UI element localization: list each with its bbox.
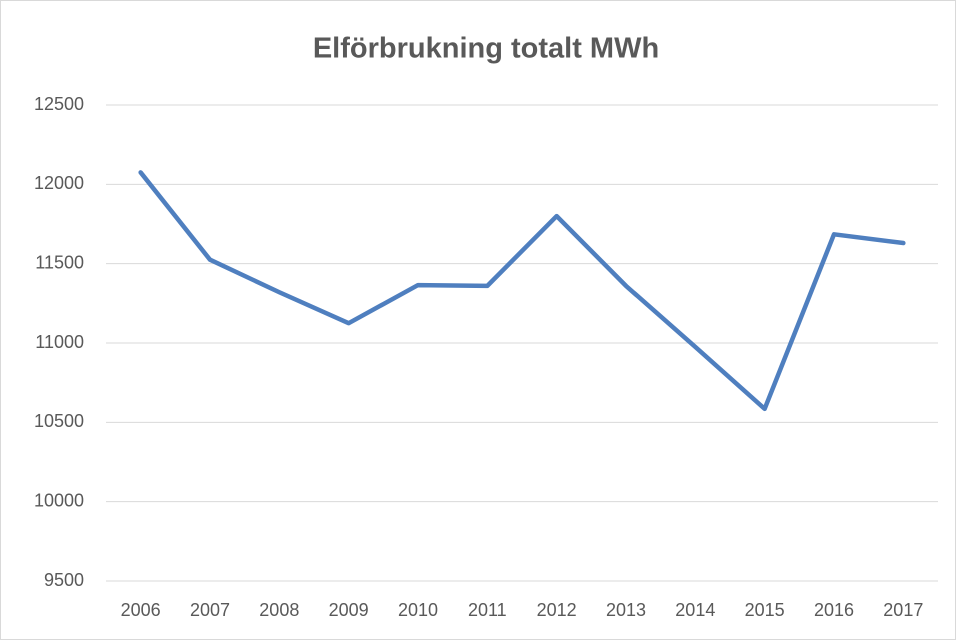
x-tick-label: 2006 xyxy=(121,600,161,620)
y-tick-label: 12500 xyxy=(34,94,84,114)
chart-title: Elförbrukning totalt MWh xyxy=(313,33,659,65)
data-line xyxy=(138,170,906,412)
x-tick-label: 2017 xyxy=(883,600,923,620)
x-tick-label: 2015 xyxy=(745,600,785,620)
y-tick-label: 11500 xyxy=(35,252,84,272)
x-tick-label: 2013 xyxy=(606,600,646,620)
x-tick-label: 2008 xyxy=(259,600,299,620)
x-tick-label: 2014 xyxy=(675,600,715,620)
x-tick-label: 2012 xyxy=(537,600,577,620)
y-tick-label: 10000 xyxy=(34,490,84,510)
x-tick-label: 2016 xyxy=(814,600,854,620)
x-tick-label: 2009 xyxy=(329,600,369,620)
y-tick-label: 10500 xyxy=(34,411,84,431)
y-tick-label: 9500 xyxy=(44,570,84,590)
x-tick-label: 2007 xyxy=(190,600,230,620)
y-tick-label: 11000 xyxy=(35,332,84,352)
x-tick-label: 2011 xyxy=(468,600,507,620)
x-tick-label: 2010 xyxy=(398,600,438,620)
y-tick-label: 12000 xyxy=(34,173,84,193)
